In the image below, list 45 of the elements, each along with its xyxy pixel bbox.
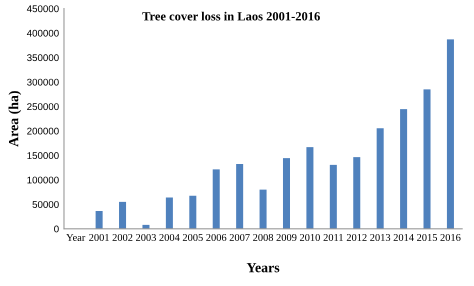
x-tick-label: 2012 bbox=[346, 234, 367, 241]
x-tick-label: 2016 bbox=[440, 234, 461, 241]
bar bbox=[306, 147, 314, 229]
bar bbox=[236, 164, 244, 229]
bar bbox=[400, 109, 408, 229]
bar bbox=[119, 202, 126, 229]
x-tick-label: 2008 bbox=[253, 234, 274, 241]
bar bbox=[330, 164, 337, 229]
x-tick-label: 2011 bbox=[324, 234, 343, 241]
x-tick-label: 2003 bbox=[136, 234, 156, 241]
x-tick-label: 2006 bbox=[206, 234, 226, 241]
x-tick-label: Year bbox=[66, 234, 86, 241]
y-tick-label: 250000 bbox=[27, 103, 59, 110]
x-tick-label: 2001 bbox=[89, 234, 109, 241]
x-tick-label: 2014 bbox=[394, 234, 414, 241]
y-tick-label: 100000 bbox=[27, 176, 59, 184]
x-tick-label: 2002 bbox=[112, 234, 132, 241]
x-tick-label: 2013 bbox=[370, 234, 390, 241]
y-tick-label: 200000 bbox=[27, 128, 59, 135]
y-tick-label: 50000 bbox=[32, 201, 59, 208]
bar bbox=[376, 128, 384, 229]
x-tick-label: 2015 bbox=[417, 234, 438, 241]
bar bbox=[166, 197, 173, 229]
bar bbox=[212, 169, 220, 229]
bar bbox=[96, 210, 103, 229]
bar bbox=[446, 39, 454, 229]
bar bbox=[189, 196, 196, 229]
y-tick-label: 300000 bbox=[27, 78, 59, 86]
y-tick-label: 350000 bbox=[27, 54, 59, 62]
x-tick-label: 2009 bbox=[276, 234, 296, 241]
bar bbox=[282, 158, 290, 229]
x-tick-label: 2005 bbox=[182, 234, 203, 241]
x-tick-label: 2004 bbox=[159, 234, 180, 241]
chart-title: Tree cover loss in Laos 2001-2016 bbox=[142, 12, 320, 21]
bar bbox=[353, 157, 360, 229]
bar bbox=[424, 89, 431, 229]
x-axis-title: Years bbox=[246, 263, 280, 272]
y-tick-label: 450000 bbox=[26, 5, 59, 12]
y-tick-label: 150000 bbox=[27, 152, 59, 160]
y-axis-title: Area (ha) bbox=[8, 91, 22, 147]
bar bbox=[260, 190, 267, 229]
x-tick-label: 2010 bbox=[300, 234, 320, 241]
x-tick-label: 2007 bbox=[230, 234, 250, 241]
y-tick-label: 0 bbox=[54, 226, 59, 232]
y-tick-label: 400000 bbox=[26, 30, 59, 37]
